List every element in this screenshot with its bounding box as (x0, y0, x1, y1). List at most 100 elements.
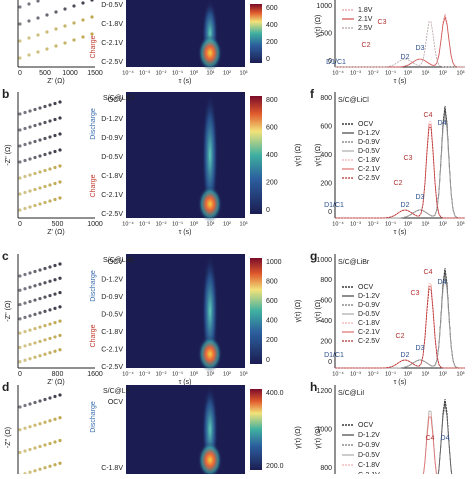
colorbar-tick-label: 800 (266, 278, 278, 285)
nyquist-point (58, 348, 61, 351)
nyquist-point (18, 39, 21, 42)
dist-title: S/C@LiBr (338, 259, 370, 266)
legend-label: D-0.9V (358, 442, 380, 449)
nyquist-point (28, 425, 31, 428)
colorbar-tick-label: 400.0 (266, 390, 284, 397)
colorbar-tick-label: 0 (266, 357, 270, 364)
nyquist-point (58, 262, 61, 265)
nyquist-point (38, 399, 41, 402)
tau-tick-label: 10⁻¹ (172, 221, 183, 227)
dist-x-label: τ (s) (394, 78, 407, 85)
nyquist-point (53, 463, 56, 466)
nyquist-point (38, 122, 41, 125)
nyquist-point (18, 303, 21, 306)
heatmap-title: S/C@LiI (103, 388, 129, 395)
tau-tick-label: 10⁻³ (139, 221, 150, 227)
peak-label: C4 (424, 269, 433, 276)
colorbar-label: γ(τ) (Ω) (295, 144, 302, 167)
nyquist-point (58, 132, 61, 135)
legend-label: C-2.1V (358, 329, 380, 336)
nyquist-point (18, 5, 21, 8)
dist-tick-label: 500 (320, 30, 332, 37)
legend-label: OCV (358, 121, 374, 128)
nyquist-point (54, 10, 57, 13)
legend-label: D-1.2V (358, 293, 380, 300)
state-label: C-2.1V (101, 40, 123, 47)
nyquist-point (38, 268, 41, 271)
nyquist-point (43, 137, 46, 140)
nyquist-point (33, 341, 36, 344)
nyquist-point (23, 159, 26, 162)
nyquist-point (53, 198, 56, 201)
dist-y-label: γ(τ) (Ω) (315, 426, 322, 449)
dist-x-tick-label: 10¹ (422, 70, 430, 76)
peak-label: D4 (438, 279, 447, 286)
nyquist-point (33, 424, 36, 427)
colorbar-label: γ(τ) (Ω) (295, 426, 302, 449)
nyquist-point (33, 284, 36, 287)
state-label: OCV (108, 97, 124, 104)
nyquist-point (27, 19, 30, 22)
nyquist-point (58, 116, 61, 119)
nyquist-point (33, 356, 36, 359)
panel-letter: c (2, 249, 9, 263)
panel-letter: f (310, 87, 315, 101)
nyquist-point (48, 151, 51, 154)
legend-label: C-1.8V (358, 157, 380, 164)
nyquist-point (58, 291, 61, 294)
nyquist-point (28, 448, 31, 451)
nyquist-point (18, 56, 21, 59)
nyquist-point (28, 329, 31, 332)
nyquist-point (72, 4, 75, 7)
dist-tick-label: 600 (320, 123, 332, 130)
tau-tick-label: 10⁻¹ (172, 371, 183, 377)
state-label: D-0.9V (101, 294, 123, 301)
nyquist-point (53, 150, 56, 153)
panel-letter: b (2, 87, 9, 101)
nyquist-point (63, 41, 66, 44)
colorbar-tick-label: 800 (266, 97, 278, 104)
nyquist-point (38, 311, 41, 314)
nyquist-point (38, 138, 41, 141)
dist-x-tick-label: 10⁻¹ (385, 371, 396, 377)
tau-tick-label: 10³ (240, 70, 248, 76)
nyquist-tick-label: 0 (18, 70, 22, 77)
nyquist-point (58, 462, 61, 465)
nyquist-point (43, 153, 46, 156)
nyquist-point (23, 404, 26, 407)
nyquist-point (38, 340, 41, 343)
tau-tick-label: 10⁻³ (139, 70, 150, 76)
legend-label: C-2.5V (358, 338, 380, 345)
dist-x-tick-label: 10¹ (422, 221, 430, 227)
nyquist-point (18, 317, 21, 320)
tau-tick-label: 10¹ (207, 70, 215, 76)
nyquist-point (33, 298, 36, 301)
nyquist-point (58, 277, 61, 280)
tau-tick-label: 10² (223, 371, 231, 377)
dist-x-tick-label: 10⁻² (368, 70, 379, 76)
legend-label: D-0.5V (358, 311, 380, 318)
state-label: D-0.9V (101, 135, 123, 142)
nyquist-point (72, 21, 75, 24)
peak-label: C3 (378, 19, 387, 26)
nyquist-point (48, 183, 51, 186)
nyquist-point (36, 0, 39, 3)
dist-x-tick-label: 10⁻³ (350, 371, 361, 377)
nyquist-point (48, 419, 51, 422)
nyquist-point (72, 38, 75, 41)
nyquist-point (43, 353, 46, 356)
colorbar-tick-label: 200 (266, 179, 278, 186)
discharge-label: Discharge (90, 401, 97, 433)
nyquist-point (81, 18, 84, 21)
nyquist-point (38, 186, 41, 189)
nyquist-point (38, 422, 41, 425)
tau-tick-label: 10⁻³ (139, 371, 150, 377)
nyquist-point (18, 428, 21, 431)
colorbar-tick-label: 400 (266, 152, 278, 159)
dist-curve (335, 417, 465, 474)
nyquist-point (53, 292, 56, 295)
dist-x-tick-label: 10⁰ (404, 220, 413, 227)
nyquist-point (23, 111, 26, 114)
tau-tick-label: 10³ (240, 371, 248, 377)
nyquist-point (90, 15, 93, 18)
